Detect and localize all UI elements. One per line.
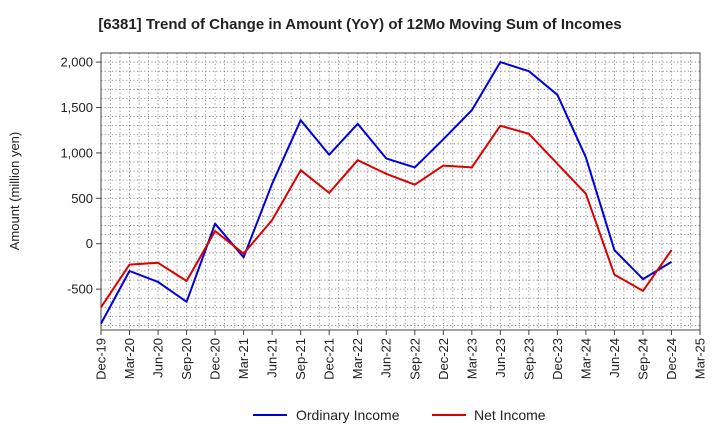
- x-tick-label: Dec-21: [322, 338, 337, 380]
- x-tick-label: Mar-25: [693, 338, 708, 379]
- series-lines: [100, 61, 673, 325]
- axes: [96, 52, 701, 335]
- x-tick-label: Mar-20: [122, 338, 137, 379]
- y-tick-label: 2,000: [60, 55, 93, 70]
- x-tick-label: Jun-23: [493, 338, 508, 378]
- x-tick-label: Mar-24: [578, 338, 593, 379]
- series-line-net-income: [100, 124, 673, 308]
- x-tick-label: Mar-21: [236, 338, 251, 379]
- x-tick-label: Sep-22: [407, 338, 422, 380]
- series-line-ordinary-income: [100, 61, 673, 325]
- x-tick-label: Sep-23: [521, 338, 536, 380]
- legend-label-ordinary-income: Ordinary Income: [296, 407, 400, 423]
- legend-label-net-income: Net Income: [474, 407, 546, 423]
- x-tick-label: Mar-23: [464, 338, 479, 379]
- y-tick-label: 500: [71, 191, 93, 206]
- x-tick-label: Jun-24: [607, 338, 622, 378]
- x-tick-label: Jun-20: [151, 338, 166, 378]
- x-tick-label: Dec-22: [436, 338, 451, 380]
- legend: Ordinary Income Net Income: [253, 407, 546, 423]
- y-axis-label: Amount (million yen): [7, 132, 22, 251]
- x-tick-label: Sep-24: [635, 338, 650, 380]
- x-tick-label: Sep-21: [293, 338, 308, 380]
- y-tick-label: 0: [86, 236, 93, 251]
- x-tick-label: Dec-24: [664, 338, 679, 380]
- y-tick-label: 1,500: [60, 100, 93, 115]
- chart-title: [6381] Trend of Change in Amount (YoY) o…: [98, 16, 622, 33]
- x-tick-label: Dec-23: [550, 338, 565, 380]
- x-tick-label: Jun-21: [265, 338, 280, 378]
- tick-labels: -500 0 500 1,000 1,500 2,000 Dec-19 Mar-20 Jun-2…: [60, 55, 707, 380]
- x-tick-label: Jun-22: [379, 338, 394, 378]
- plot-frame: [100, 52, 701, 331]
- y-tick-label: -500: [67, 282, 93, 297]
- x-tick-label: Sep-20: [179, 338, 194, 380]
- x-tick-label: Dec-20: [208, 338, 223, 380]
- x-tick-label: Mar-22: [350, 338, 365, 379]
- y-tick-label: 1,000: [60, 145, 93, 160]
- x-tick-label: Dec-19: [94, 338, 109, 380]
